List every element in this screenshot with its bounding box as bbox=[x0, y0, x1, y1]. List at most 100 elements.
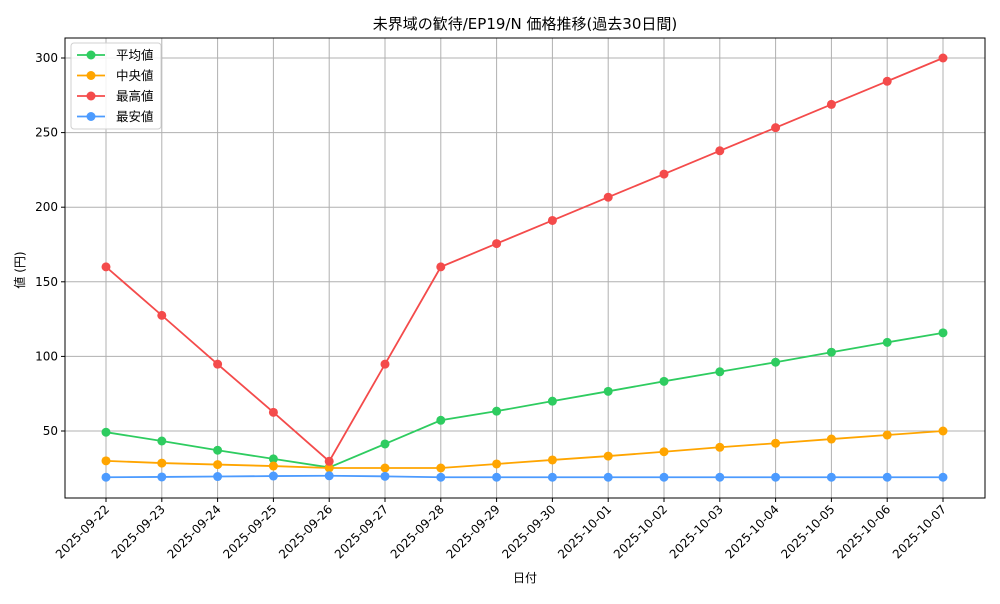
data-point-marker bbox=[659, 169, 669, 179]
x-tick-label: 2025-10-02 bbox=[611, 502, 670, 561]
series-line bbox=[105, 474, 943, 479]
data-point-marker bbox=[213, 460, 223, 470]
data-point-marker bbox=[603, 192, 613, 202]
data-point-marker bbox=[492, 459, 502, 469]
data-point-marker bbox=[659, 376, 669, 386]
data-point-marker bbox=[882, 337, 892, 347]
data-point-marker bbox=[547, 215, 557, 225]
data-point-marker bbox=[492, 406, 502, 416]
data-point-marker bbox=[547, 396, 557, 406]
legend-marker-icon bbox=[86, 112, 96, 121]
y-tick-label: 150 bbox=[35, 275, 58, 289]
x-tick-label: 2025-09-22 bbox=[53, 502, 112, 561]
data-point-marker bbox=[268, 461, 278, 471]
data-point-marker bbox=[603, 451, 613, 461]
data-point-marker bbox=[826, 434, 836, 444]
data-point-marker bbox=[101, 456, 111, 466]
x-tick-label: 2025-10-06 bbox=[834, 502, 893, 561]
data-point-marker bbox=[715, 442, 725, 452]
data-point-marker bbox=[882, 76, 892, 86]
data-point-marker bbox=[101, 427, 111, 437]
legend-box bbox=[70, 42, 162, 130]
data-point-marker bbox=[268, 407, 278, 417]
data-point-marker bbox=[938, 53, 948, 63]
y-tick-label: 300 bbox=[35, 51, 58, 65]
data-point-marker bbox=[938, 328, 948, 338]
y-axis-label: 値 (円) bbox=[12, 251, 27, 288]
data-point-marker bbox=[380, 359, 390, 369]
data-point-marker bbox=[882, 430, 892, 440]
data-point-marker bbox=[659, 472, 669, 482]
data-point-marker bbox=[826, 472, 836, 482]
legend-marker-icon bbox=[86, 91, 96, 101]
x-tick-label: 2025-09-23 bbox=[109, 502, 168, 561]
data-point-marker bbox=[715, 472, 725, 482]
legend-label: 最高値 bbox=[116, 89, 154, 104]
data-point-marker bbox=[380, 439, 390, 449]
data-point-marker bbox=[436, 262, 446, 272]
data-point-marker bbox=[436, 463, 446, 473]
x-tick-label: 2025-10-07 bbox=[890, 502, 949, 561]
data-point-marker bbox=[882, 472, 892, 482]
x-axis-ticks: 2025-09-222025-09-232025-09-242025-09-25… bbox=[53, 498, 949, 561]
data-point-marker bbox=[380, 463, 390, 473]
y-tick-label: 200 bbox=[35, 200, 58, 214]
data-point-marker bbox=[938, 426, 948, 436]
legend-label: 平均値 bbox=[116, 48, 154, 63]
x-tick-label: 2025-09-27 bbox=[332, 502, 391, 561]
data-point-marker bbox=[213, 472, 223, 482]
data-point-marker bbox=[771, 123, 781, 133]
x-tick-label: 2025-10-03 bbox=[667, 502, 726, 561]
data-point-marker bbox=[938, 472, 948, 482]
data-point-marker bbox=[268, 471, 278, 481]
data-point-marker bbox=[715, 367, 725, 377]
data-point-marker bbox=[324, 463, 334, 473]
data-point-marker bbox=[826, 347, 836, 357]
data-point-marker bbox=[547, 455, 557, 465]
data-point-marker bbox=[771, 357, 781, 367]
data-point-marker bbox=[101, 262, 111, 272]
x-tick-label: 2025-09-26 bbox=[276, 502, 335, 561]
y-tick-label: 100 bbox=[35, 349, 58, 363]
legend-item: 最高値 bbox=[77, 89, 154, 104]
data-point-marker bbox=[492, 239, 502, 249]
data-point-marker bbox=[157, 436, 167, 446]
series-3 bbox=[101, 471, 948, 482]
data-point-marker bbox=[101, 472, 111, 482]
legend-label: 中央値 bbox=[116, 68, 154, 83]
data-point-marker bbox=[380, 471, 390, 481]
data-point-marker bbox=[213, 359, 223, 369]
legend-item: 平均値 bbox=[77, 48, 154, 63]
data-point-marker bbox=[324, 471, 334, 481]
legend-marker-icon bbox=[86, 71, 96, 80]
x-tick-label: 2025-10-05 bbox=[778, 502, 837, 561]
data-point-marker bbox=[659, 447, 669, 457]
legend-marker-icon bbox=[86, 50, 96, 60]
grid-lines bbox=[65, 38, 985, 498]
series-lines bbox=[101, 53, 948, 482]
series-1 bbox=[101, 426, 948, 473]
data-point-marker bbox=[603, 386, 613, 396]
data-point-marker bbox=[436, 415, 446, 425]
x-tick-label: 2025-09-30 bbox=[499, 502, 558, 561]
series-2 bbox=[101, 53, 948, 466]
series-line bbox=[105, 331, 944, 469]
data-point-marker bbox=[213, 445, 223, 455]
data-point-marker bbox=[324, 456, 334, 466]
y-axis-ticks: 50 100 150 200 250 300 bbox=[35, 51, 65, 438]
data-point-marker bbox=[771, 472, 781, 482]
y-tick-label: 50 bbox=[43, 424, 58, 438]
data-point-marker bbox=[492, 472, 502, 482]
data-point-marker bbox=[436, 472, 446, 482]
data-point-marker bbox=[157, 458, 167, 468]
data-point-marker bbox=[157, 310, 167, 320]
legend-label: 最安値 bbox=[116, 109, 154, 124]
data-point-marker bbox=[603, 472, 613, 482]
x-tick-label: 2025-10-01 bbox=[555, 502, 614, 561]
x-tick-label: 2025-09-25 bbox=[220, 502, 279, 561]
series-line bbox=[105, 57, 944, 463]
data-point-marker bbox=[826, 99, 836, 109]
x-axis-label: 日付 bbox=[513, 571, 537, 585]
